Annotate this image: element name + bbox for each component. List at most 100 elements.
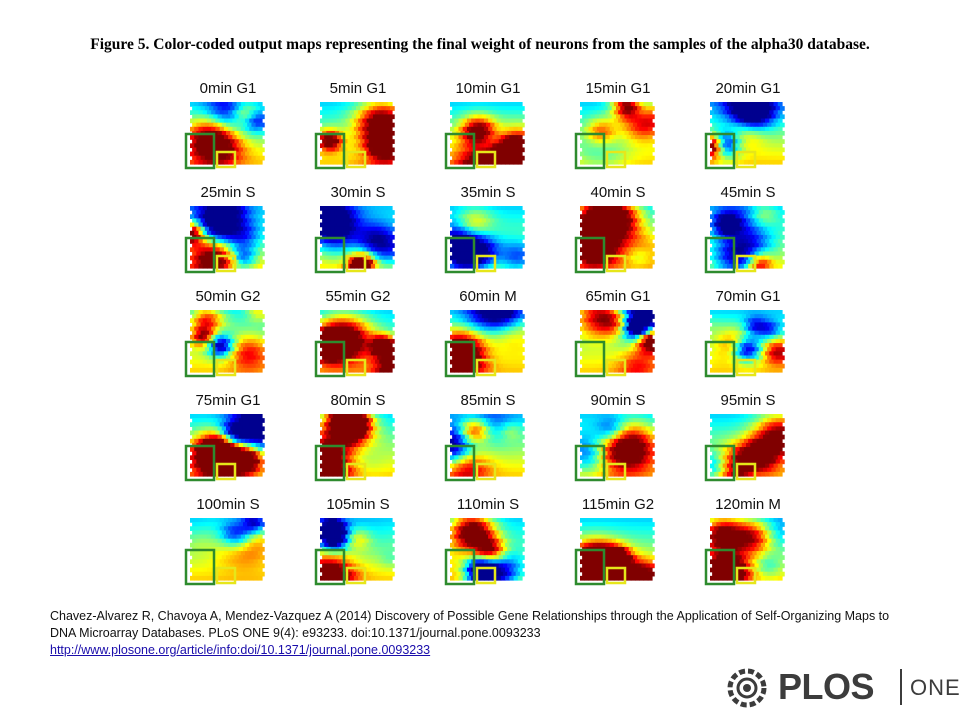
som-neuron-cell <box>334 147 340 153</box>
som-neuron-cell <box>328 318 334 323</box>
som-neuron-cell <box>743 102 749 107</box>
som-neuron-cell <box>334 106 340 111</box>
som-neuron-cell <box>377 467 383 473</box>
som-neuron-cell <box>377 106 383 111</box>
som-neuron-cell <box>477 363 483 369</box>
som-neuron-cell <box>762 347 768 352</box>
som-neuron-cell <box>471 422 477 427</box>
som-neuron-cell <box>500 118 506 124</box>
som-neuron-cell <box>213 122 219 128</box>
som-neuron-cell <box>641 426 647 432</box>
som-neuron-cell <box>247 243 253 248</box>
som-neuron-cell <box>517 414 523 419</box>
som-neuron-cell <box>639 359 645 365</box>
som-neuron-cell <box>507 322 513 328</box>
som-neuron-cell <box>710 143 715 149</box>
som-neuron-cell <box>381 155 387 161</box>
som-neuron-cell <box>765 351 770 357</box>
som-neuron-cell <box>330 451 336 456</box>
som-neuron-cell <box>370 318 376 323</box>
som-neuron-cell <box>326 106 332 111</box>
som-neuron-cell <box>466 318 472 323</box>
som-map-panel: 0min G1 <box>168 80 288 180</box>
som-neuron-cell <box>746 418 751 423</box>
som-neuron-cell <box>767 259 773 265</box>
som-neuron-cell <box>590 330 596 336</box>
som-neuron-cell <box>596 471 602 477</box>
som-neuron-cell <box>775 322 781 328</box>
som-neuron-cell <box>505 326 510 332</box>
som-neuron-cell <box>775 218 781 224</box>
som-neuron-cell <box>259 155 265 161</box>
som-neuron-cell <box>611 434 617 440</box>
som-neuron-cell <box>387 447 393 452</box>
som-neuron-cell <box>219 334 225 340</box>
highlight-box-large <box>574 236 606 274</box>
som-neuron-cell <box>496 206 502 211</box>
som-neuron-cell <box>194 230 200 236</box>
som-heatmap <box>444 310 525 378</box>
som-neuron-cell <box>626 351 632 357</box>
som-neuron-cell <box>387 151 393 157</box>
som-neuron-cell <box>584 414 590 419</box>
som-neuron-cell <box>366 351 372 357</box>
som-neuron-cell <box>486 418 491 423</box>
som-neuron-cell <box>389 355 395 361</box>
som-neuron-cell <box>724 330 730 336</box>
som-neuron-cell <box>215 334 221 340</box>
som-neuron-cell <box>500 255 506 261</box>
som-neuron-cell <box>771 114 777 120</box>
som-neuron-cell <box>741 218 747 224</box>
som-neuron-cell <box>584 438 590 444</box>
som-neuron-cell <box>332 438 338 444</box>
som-neuron-cell <box>505 247 510 253</box>
som-neuron-cell <box>519 234 525 240</box>
som-neuron-cell <box>645 459 651 465</box>
som-neuron-cell <box>779 251 785 257</box>
som-neuron-cell <box>458 110 464 115</box>
som-neuron-cell <box>249 135 255 140</box>
som-neuron-cell <box>613 151 619 157</box>
som-neuron-cell <box>475 343 481 348</box>
som-neuron-cell <box>479 422 485 427</box>
som-neuron-cell <box>588 239 594 244</box>
som-neuron-cell <box>330 243 336 248</box>
som-neuron-cell <box>762 122 768 128</box>
som-neuron-cell <box>211 414 217 419</box>
som-neuron-cell <box>584 351 590 357</box>
som-neuron-cell <box>513 118 519 124</box>
som-neuron-cell <box>372 259 378 265</box>
som-neuron-cell <box>450 334 455 340</box>
som-neuron-cell <box>596 143 602 149</box>
som-neuron-cell <box>779 338 785 344</box>
som-neuron-cell <box>475 118 481 124</box>
som-neuron-cell <box>202 318 208 323</box>
som-neuron-cell <box>253 430 259 436</box>
som-neuron-cell <box>198 430 204 436</box>
som-neuron-cell <box>494 434 500 440</box>
highlight-box-large <box>314 340 346 378</box>
som-neuron-cell <box>360 210 366 215</box>
som-neuron-cell <box>251 338 257 344</box>
highlight-box-large <box>184 236 216 274</box>
som-neuron-cell <box>630 463 636 469</box>
som-neuron-cell <box>500 159 506 165</box>
som-neuron-cell <box>605 118 611 124</box>
som-neuron-cell <box>492 102 498 107</box>
som-neuron-cell <box>257 471 263 477</box>
som-neuron-cell <box>456 459 462 465</box>
som-neuron-cell <box>505 126 510 132</box>
som-neuron-cell <box>515 426 521 432</box>
som-neuron-cell <box>236 159 242 165</box>
som-neuron-cell <box>584 159 590 165</box>
som-neuron-cell <box>383 126 389 132</box>
som-neuron-cell <box>471 414 477 419</box>
som-neuron-cell <box>630 447 636 452</box>
som-neuron-cell <box>641 139 647 144</box>
som-neuron-cell <box>320 430 325 436</box>
som-neuron-cell <box>741 418 747 423</box>
som-neuron-cell <box>259 251 265 257</box>
som-neuron-cell <box>622 230 628 236</box>
som-neuron-cell <box>632 147 638 153</box>
som-neuron-cell <box>202 214 208 219</box>
